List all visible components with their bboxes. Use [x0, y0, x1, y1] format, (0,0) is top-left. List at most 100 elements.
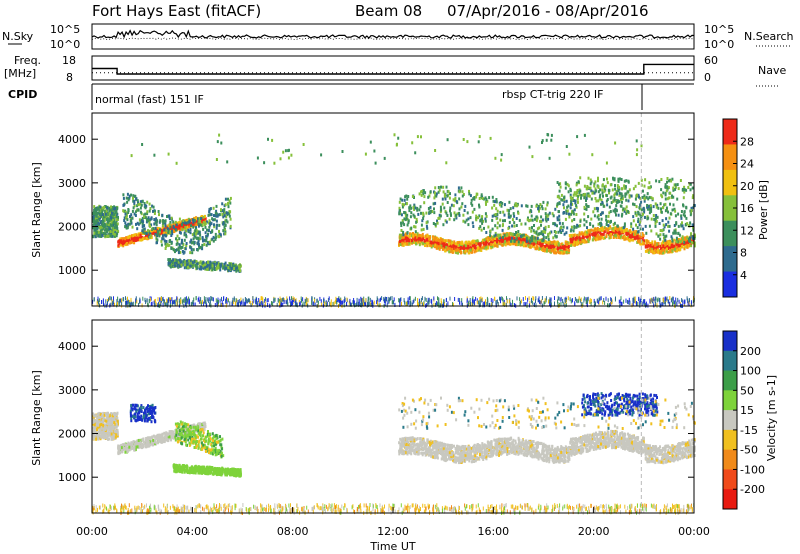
echo-cell: [403, 198, 406, 202]
echo-cell: [184, 260, 187, 264]
echo-cell: [689, 239, 691, 243]
echo-cell: [585, 300, 587, 305]
echo-cell: [554, 223, 557, 227]
echo-cell: [411, 195, 414, 198]
echo-cell: [656, 204, 659, 208]
echo-cell: [487, 225, 490, 229]
echo-cell: [161, 237, 164, 241]
echo-cell: [516, 203, 519, 207]
echo-cell: [434, 201, 437, 205]
echo-cell: [420, 228, 423, 232]
echo-cell: [146, 200, 149, 204]
echo-cell: [548, 245, 551, 249]
echo-cell: [223, 208, 226, 212]
echo-cell: [515, 231, 517, 234]
echo-cell: [98, 234, 101, 238]
echo-cell: [605, 223, 608, 226]
echo-cell: [554, 207, 557, 211]
echo-cell: [632, 219, 635, 223]
echo-cell: [665, 206, 668, 210]
echo-cell: [169, 264, 172, 268]
echo-cell: [573, 208, 576, 212]
echo-cell: [154, 229, 157, 232]
echo-cell: [606, 231, 609, 234]
echo-cell: [405, 236, 408, 240]
echo-cell: [672, 186, 675, 190]
echo-cell: [178, 298, 180, 303]
echo-cell: [587, 205, 590, 208]
echo-cell: [423, 238, 426, 242]
echo-cell: [465, 247, 468, 251]
echo-cell: [434, 243, 437, 247]
echo-cell: [454, 297, 456, 301]
echo-cell: [229, 201, 232, 205]
echo-cell: [605, 199, 608, 203]
echo-cell: [201, 223, 204, 227]
echo-cell: [101, 206, 104, 210]
echo-cell: [95, 214, 98, 218]
echo-cell: [211, 264, 214, 268]
echo-cell: [319, 296, 321, 301]
echo-cell: [192, 225, 195, 229]
echo-cell: [115, 234, 118, 238]
echo-cell: [107, 222, 110, 226]
echo-cell: [668, 224, 671, 228]
echo-cell: [499, 210, 502, 214]
echo-cell: [525, 236, 528, 240]
echo-cell: [213, 225, 216, 229]
echo-cell: [572, 243, 575, 247]
echo-cell: [184, 225, 187, 229]
echo-cell: [181, 238, 183, 242]
echo-cell: [137, 222, 140, 226]
echo-cell: [504, 237, 507, 241]
echo-cell: [594, 187, 597, 191]
echo-cell: [546, 248, 549, 252]
echo-cell: [142, 230, 145, 234]
echo-cell: [656, 248, 659, 252]
echo-cell: [210, 265, 213, 268]
echo-cell: [174, 250, 176, 254]
echo-cell: [152, 205, 155, 209]
echo-cell: [604, 236, 607, 240]
echo-cell: [559, 182, 562, 186]
echo-cell: [120, 241, 123, 245]
echo-cell: [191, 223, 194, 227]
echo-cell: [546, 201, 549, 205]
echo-cell: [614, 184, 616, 187]
echo-cell: [691, 241, 694, 244]
echo-cell: [640, 200, 643, 204]
echo-cell: [237, 264, 240, 268]
echo-cell: [134, 214, 137, 217]
echo-cell: [687, 224, 690, 228]
echo-cell: [680, 214, 683, 218]
echo-cell: [138, 236, 141, 239]
echo-cell: [295, 302, 297, 307]
echo-cell: [649, 207, 652, 211]
echo-cell: [209, 223, 212, 227]
echo-cell: [674, 231, 677, 235]
echo-cell: [173, 230, 175, 234]
echo-cell: [518, 238, 521, 242]
echo-cell: [492, 243, 495, 247]
noise-search-line: [91, 37, 695, 40]
echo-cell: [170, 247, 173, 250]
echo-cell: [195, 226, 197, 230]
echo-cell: [654, 241, 657, 245]
echo-cell: [409, 204, 412, 208]
echo-cell: [471, 244, 474, 248]
echo-cell: [623, 179, 626, 183]
echo-cell: [426, 238, 429, 242]
echo-cell: [99, 226, 102, 229]
echo-cell: [500, 204, 503, 208]
echo-cell: [178, 243, 181, 247]
echo-cell: [649, 242, 652, 246]
echo-cell: [415, 242, 417, 246]
echo-cell: [498, 234, 501, 238]
nave-right-label: Nave: [758, 64, 786, 77]
echo-cell: [575, 193, 578, 197]
echo-cell: [466, 249, 469, 253]
echo-cell: [527, 216, 529, 220]
echo-cell: [412, 206, 415, 210]
echo-cell: [685, 241, 688, 245]
echo-cell: [172, 258, 175, 262]
